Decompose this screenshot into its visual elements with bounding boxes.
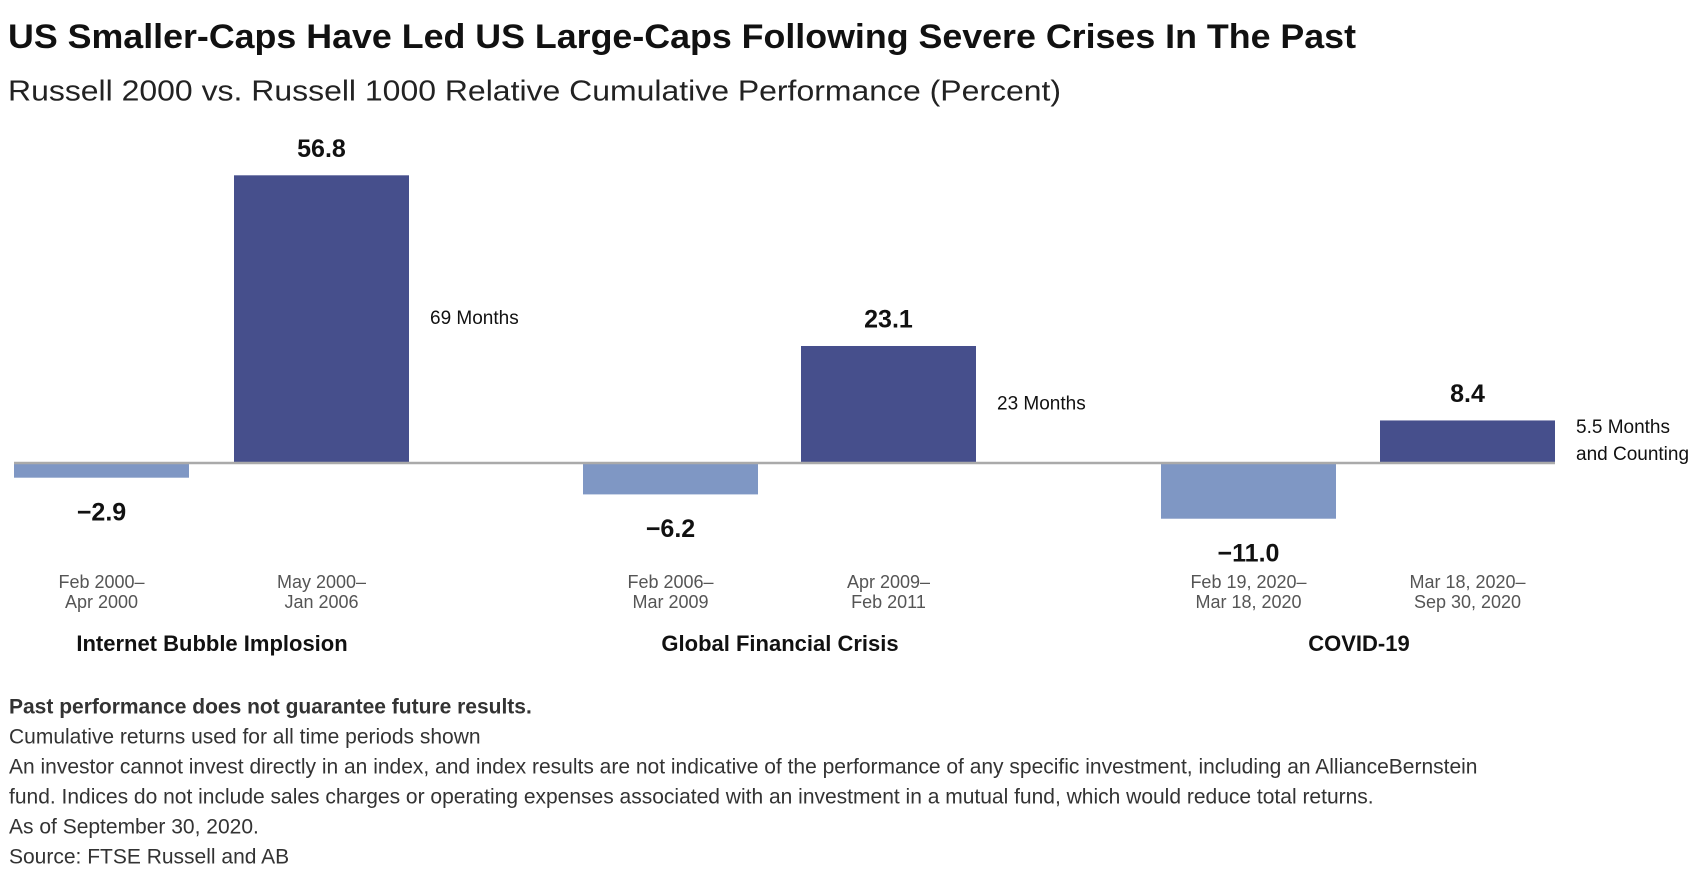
bar [801,345,976,463]
duration-label: 23 Months [997,394,1086,415]
value-label: 23.1 [864,306,913,334]
group-label: Internet Bubble Implosion [76,631,347,656]
footnote: Source: FTSE Russell and AB [9,846,289,869]
group-label: COVID-19 [1308,631,1409,656]
chart-subtitle: Russell 2000 vs. Russell 1000 Relative C… [8,76,1061,108]
bar [234,175,409,464]
footnote: As of September 30, 2020. [9,816,259,839]
period-label: Mar 18, 2020– [1409,572,1525,592]
footnote: fund. Indices do not include sales charg… [9,786,1374,809]
period-label: Sep 30, 2020 [1414,592,1521,612]
value-label: 56.8 [297,135,346,163]
footnote: Past performance does not guarantee futu… [9,696,532,719]
value-label: −11.0 [1218,539,1280,567]
period-label: Feb 2011 [851,592,926,612]
bar [1380,420,1555,463]
duration-label: and Counting [1576,444,1689,465]
value-label: −6.2 [646,515,695,543]
bar [583,463,758,495]
period-label: Mar 2009 [632,592,708,612]
bar [14,463,189,478]
bar [1161,463,1336,519]
value-label: 8.4 [1450,380,1485,408]
period-label: Feb 19, 2020– [1190,572,1306,592]
duration-label: 5.5 Months [1576,417,1670,438]
duration-label: 69 Months [430,308,519,329]
period-label: Feb 2006– [627,572,713,592]
chart-title: US Smaller-Caps Have Led US Large-Caps F… [8,18,1356,56]
period-label: Mar 18, 2020 [1195,592,1301,612]
period-label: Feb 2000– [58,572,144,592]
period-label: Apr 2009– [847,572,930,592]
period-label: Apr 2000 [65,592,138,612]
footnote: Cumulative returns used for all time per… [9,726,481,749]
period-label: May 2000– [277,572,366,592]
group-label: Global Financial Crisis [661,631,898,656]
period-label: Jan 2006 [284,592,358,612]
footnote: An investor cannot invest directly in an… [9,756,1477,779]
value-label: −2.9 [77,498,126,526]
